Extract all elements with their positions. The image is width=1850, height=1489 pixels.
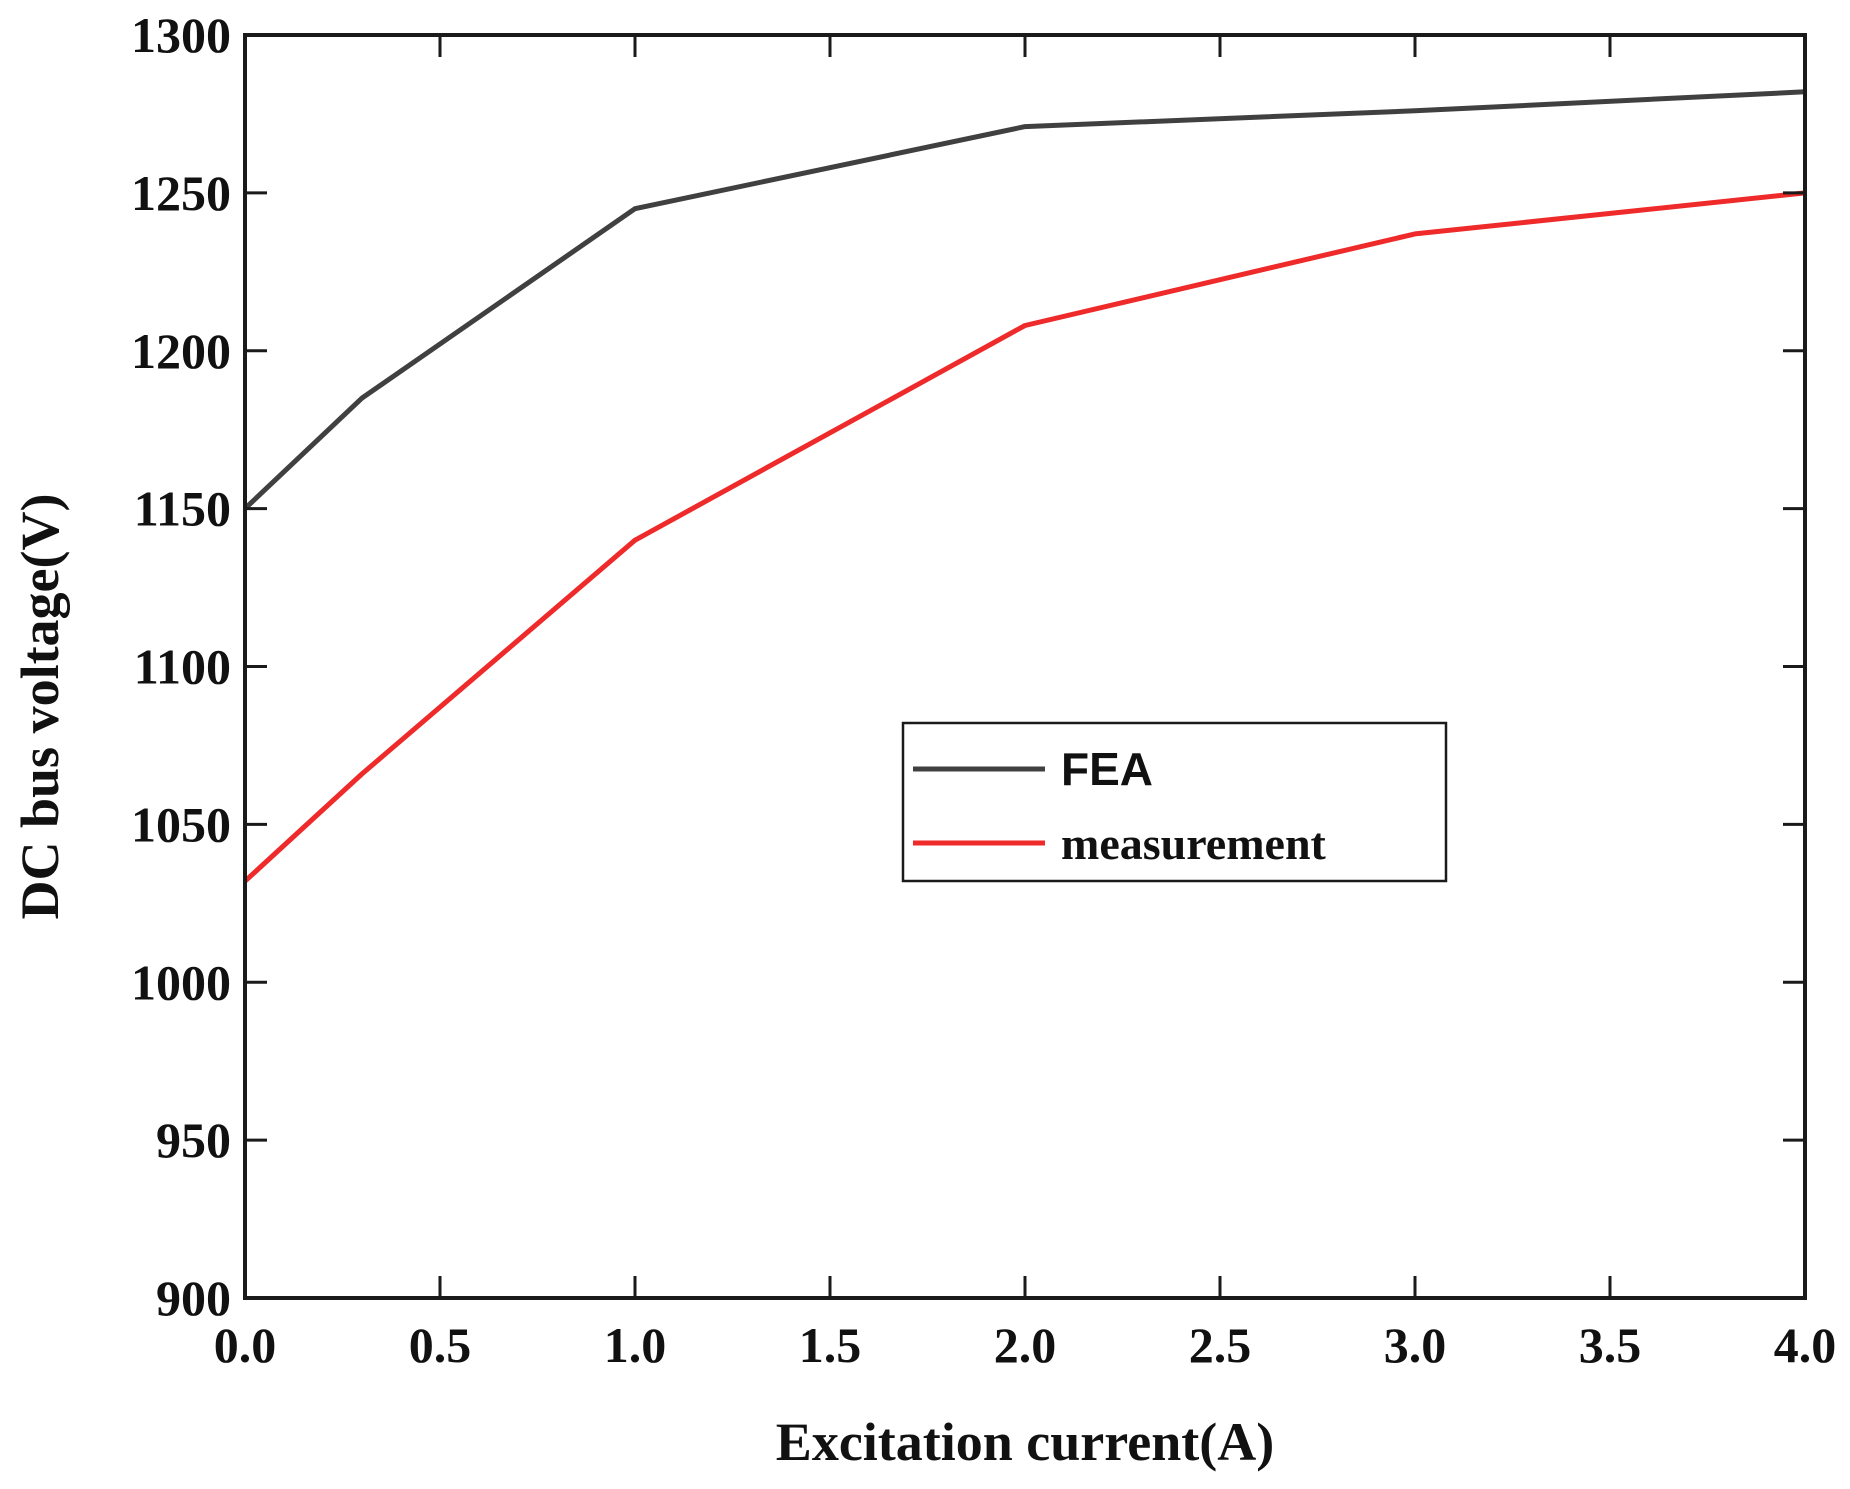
y-tick-label: 1150 [134, 481, 231, 537]
y-tick-label: 900 [156, 1270, 231, 1326]
plot-frame [245, 35, 1805, 1298]
series-line-fea [245, 92, 1805, 509]
x-tick-label: 4.0 [1774, 1317, 1837, 1373]
x-tick-label: 1.0 [604, 1317, 667, 1373]
y-tick-label: 1000 [131, 954, 231, 1010]
x-tick-label: 3.0 [1384, 1317, 1447, 1373]
y-tick-label: 1250 [131, 165, 231, 221]
y-tick-label: 1300 [131, 7, 231, 63]
y-axis-title: DC bus voltage(V) [10, 494, 70, 920]
legend: FEA measurement [903, 723, 1446, 881]
x-tick-label: 3.5 [1579, 1317, 1642, 1373]
y-tick-label: 1050 [131, 796, 231, 852]
x-axis-title: Excitation current(A) [776, 1412, 1274, 1472]
legend-label-fea: FEA [1061, 743, 1153, 795]
y-tick-label: 1100 [134, 639, 231, 695]
y-tick-label: 950 [156, 1112, 231, 1168]
x-tick-label: 1.5 [799, 1317, 862, 1373]
x-tick-label: 0.5 [409, 1317, 472, 1373]
x-tick-label: 2.0 [994, 1317, 1057, 1373]
legend-label-measurement: measurement [1061, 818, 1327, 869]
y-tick-label: 1200 [131, 323, 231, 379]
x-tick-label: 2.5 [1189, 1317, 1252, 1373]
